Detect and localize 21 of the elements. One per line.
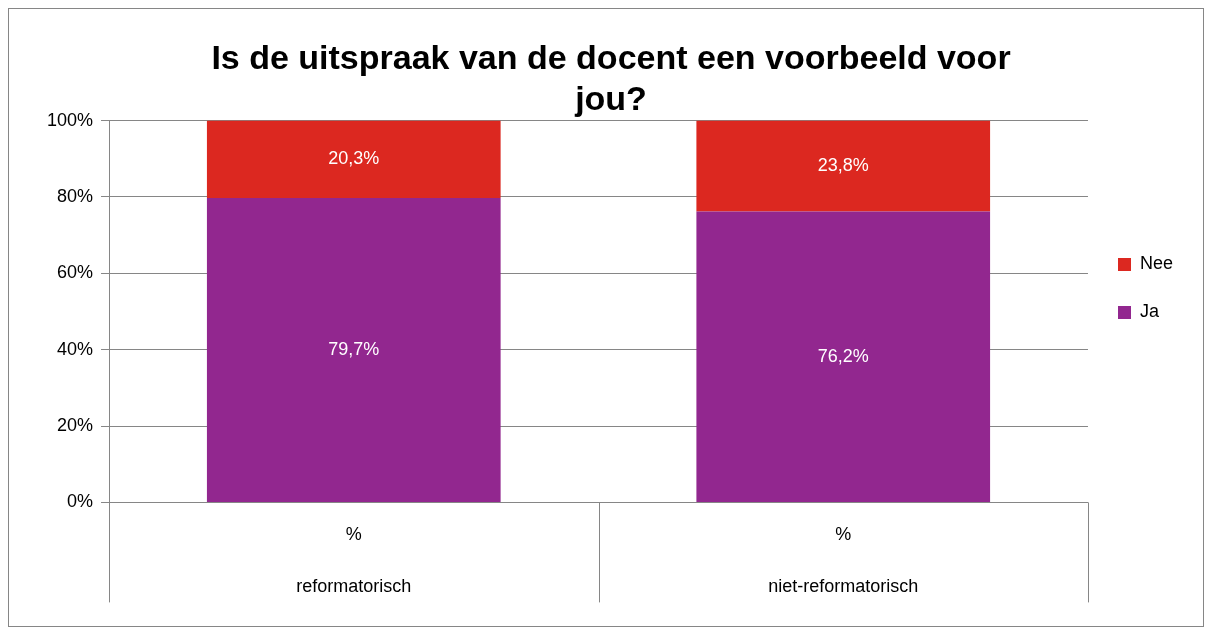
data-label: 20,3% [328, 148, 380, 169]
chart-title: Is de uitspraak van de docent een voorbeeld voor jou? [211, 37, 1011, 117]
data-label: 23,8% [817, 155, 869, 175]
x-tick-label: % [345, 524, 362, 545]
y-tick-label: 60% [57, 262, 94, 283]
bar [696, 120, 991, 212]
y-tick-label: 80% [57, 185, 94, 206]
y-tick-label: 20% [57, 415, 94, 436]
x-tick-label: % [835, 524, 852, 545]
bar [206, 120, 501, 199]
text: reformatorisch [296, 576, 412, 597]
text: niet-reformatorisch [768, 576, 919, 597]
bar [206, 198, 501, 502]
bar [696, 211, 991, 502]
legend-label: Nee [1139, 253, 1174, 274]
data-label: 76,2% [817, 345, 869, 366]
legend-label: Ja [1139, 301, 1160, 322]
y-tick-label: 100% [46, 109, 94, 130]
y-tick-label: 40% [57, 338, 94, 359]
y-tick-label: 0% [67, 491, 94, 512]
data-label: 79,7% [328, 338, 380, 359]
